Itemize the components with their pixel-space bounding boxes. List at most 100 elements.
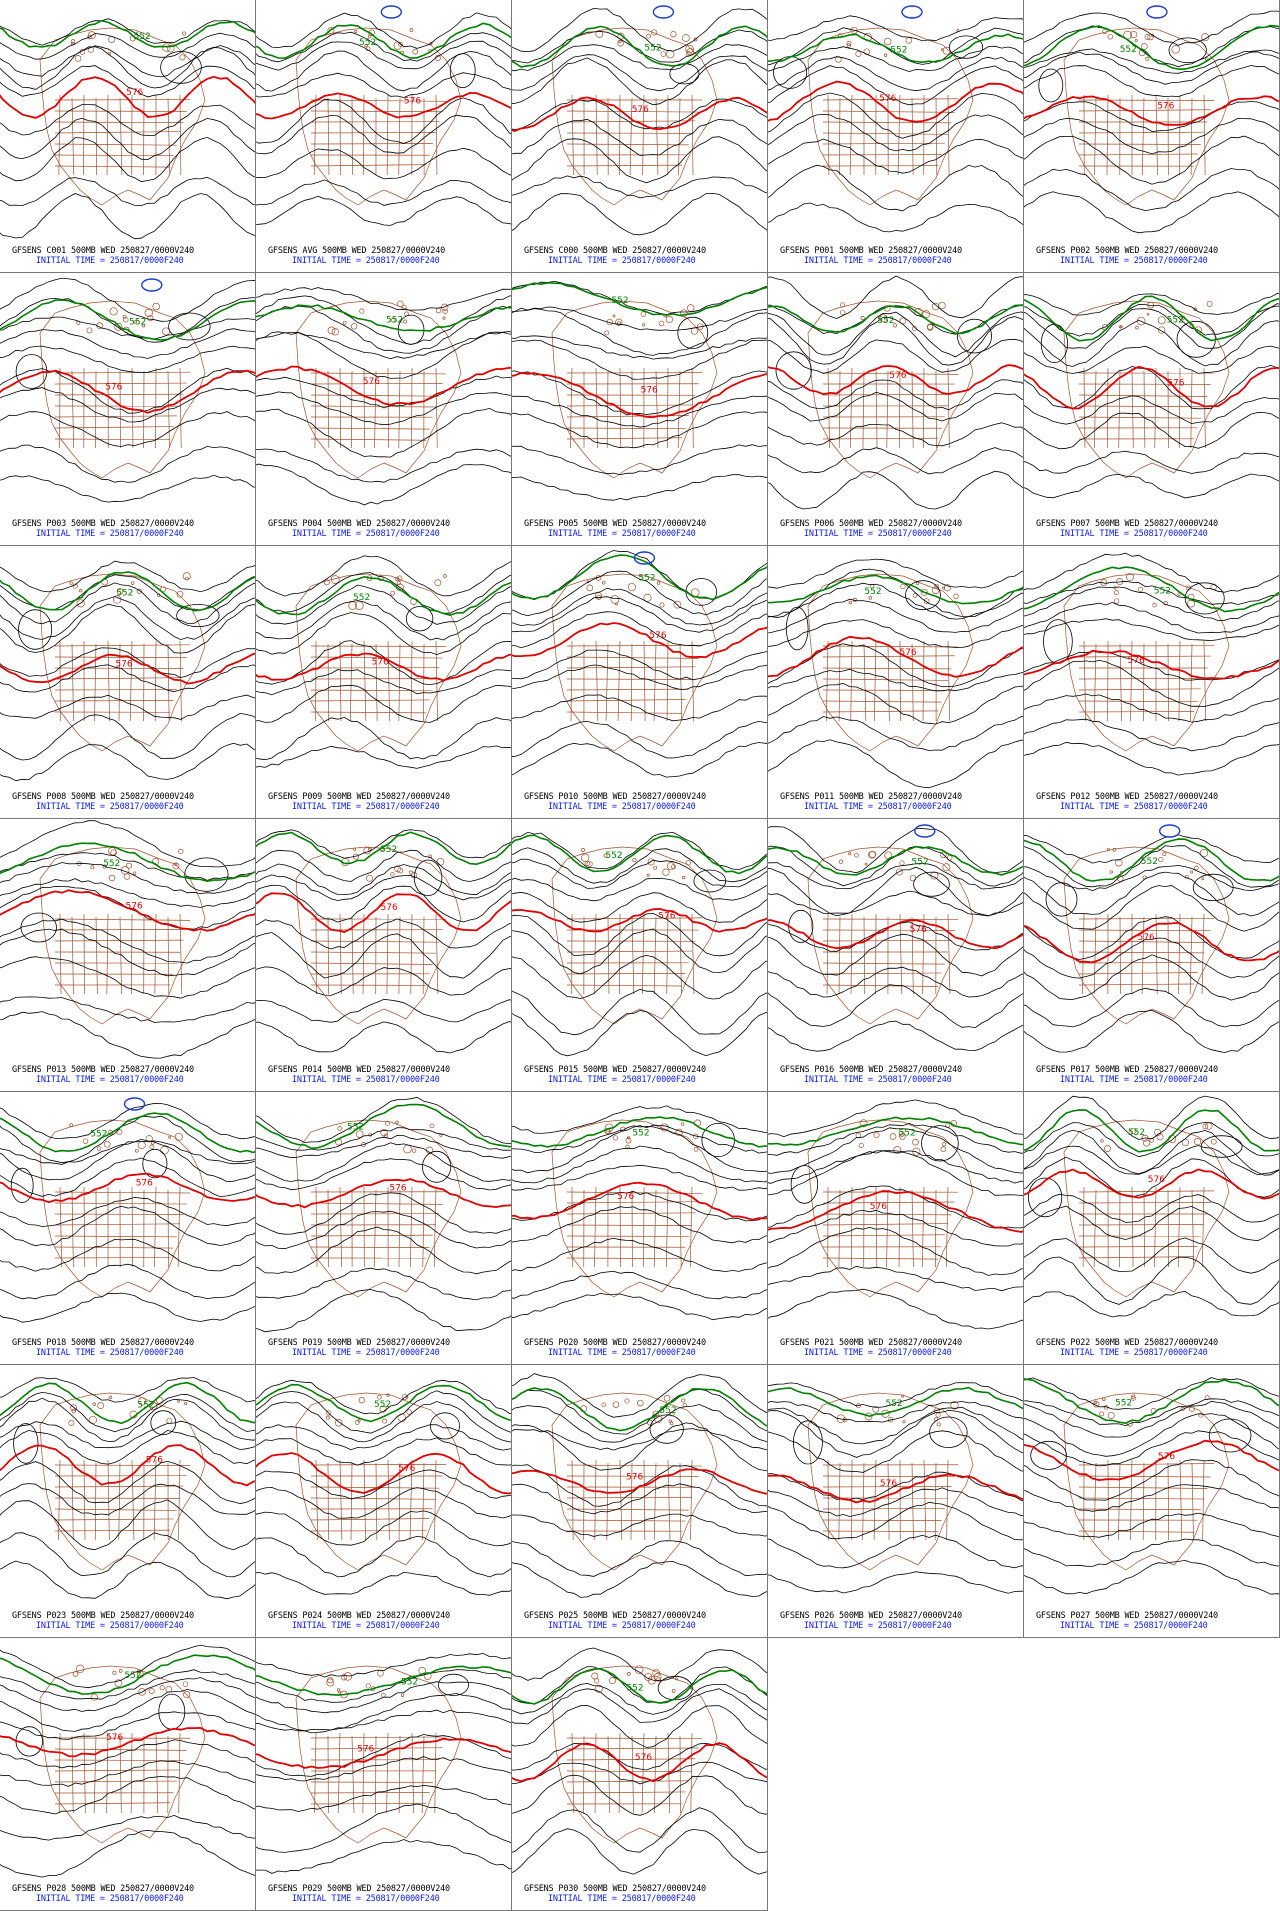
contour-552-line	[0, 1654, 255, 1695]
north-america-map	[1063, 1392, 1230, 1571]
contour-576-line	[1024, 95, 1279, 126]
height-contour-map: 552 576	[768, 824, 1023, 1052]
forecast-panel: 552 576 GFSENS P027 500MB WED 250827/0000V…	[1024, 1365, 1280, 1638]
initial-time-label: INITIAL TIME = 250817/0000F240	[292, 1894, 440, 1904]
height-contour-map: 552 576	[512, 550, 767, 778]
height-contour-map: 552 576	[1024, 1377, 1279, 1595]
low-center	[380, 5, 403, 19]
contour-576-label: 576	[632, 105, 649, 115]
contour-576-line	[256, 892, 511, 933]
contour-576-label: 576	[880, 1479, 897, 1489]
contour-576-line	[0, 369, 255, 414]
contour-552-label: 552	[864, 587, 881, 597]
north-america-map	[39, 27, 206, 206]
contour-576-label: 576	[910, 925, 927, 935]
contour-576-label: 576	[398, 1464, 415, 1474]
contour-552-line	[256, 22, 511, 60]
forecast-panel: 552 576 GFSENS P012 500MB WED 250827/0000V…	[1024, 546, 1280, 819]
contour-552-line	[512, 1387, 767, 1432]
contour-576-line	[1024, 365, 1279, 410]
panel-title: GFSENS P007 500MB WED 250827/0000V240	[1036, 519, 1218, 529]
initial-time-label: INITIAL TIME = 250817/0000F240	[548, 802, 696, 812]
forecast-panel: 552 576 GFSENS P003 500MB WED 250827/0000V…	[0, 273, 256, 546]
forecast-panel: 552 576 GFSENS P009 500MB WED 250827/0000V…	[256, 546, 512, 819]
initial-time-label: INITIAL TIME = 250817/0000F240	[804, 1348, 952, 1358]
contour-552-label: 552	[890, 46, 907, 56]
north-america-map	[39, 1664, 206, 1844]
height-contour-map: 552 576	[256, 829, 511, 1054]
contour-576-label: 576	[626, 1473, 643, 1483]
low-center	[901, 5, 923, 19]
initial-time-label: INITIAL TIME = 250817/0000F240	[548, 1894, 696, 1904]
initial-time-label: INITIAL TIME = 250817/0000F240	[548, 1621, 696, 1631]
north-america-map	[39, 300, 206, 479]
contour-552-line	[256, 575, 511, 617]
contour-552-line	[0, 19, 255, 48]
height-contour-map: 552 576	[1024, 824, 1279, 1054]
height-contours	[768, 826, 1023, 1052]
panel-title: GFSENS P012 500MB WED 250827/0000V240	[1036, 792, 1218, 802]
contour-576-label: 576	[1148, 1175, 1165, 1185]
initial-time-label: INITIAL TIME = 250817/0000F240	[292, 529, 440, 539]
contour-576-label: 576	[1157, 102, 1174, 112]
contour-552-line	[256, 1665, 511, 1696]
contour-552-label: 552	[626, 1683, 643, 1693]
forecast-panel: 552 576 GFSENS P026 500MB WED 250827/0000V…	[768, 1365, 1024, 1638]
initial-time-label: INITIAL TIME = 250817/0000F240	[292, 256, 440, 266]
panel-title: GFSENS P029 500MB WED 250827/0000V240	[268, 1884, 450, 1894]
panel-title: GFSENS P023 500MB WED 250827/0000V240	[12, 1611, 194, 1621]
contour-552-line	[1024, 295, 1279, 342]
north-america-map	[807, 300, 974, 479]
contour-552-label: 552	[899, 1128, 916, 1138]
north-america-map	[807, 573, 974, 752]
contour-576-line	[768, 1190, 1023, 1233]
height-contours	[1024, 552, 1279, 776]
height-contours	[256, 829, 511, 1054]
height-contour-map: 552 576	[512, 1647, 767, 1875]
contour-576-line	[256, 91, 511, 120]
forecast-panel: 552 576 GFSENS P025 500MB WED 250827/0000V…	[512, 1365, 768, 1638]
height-contour-map: 552 576	[768, 1382, 1023, 1594]
contour-552-label: 552	[605, 851, 622, 861]
north-america-map	[295, 1119, 462, 1298]
forecast-panel: 552 576 GFSENS P019 500MB WED 250827/0000V…	[256, 1092, 512, 1365]
height-contours	[256, 1652, 511, 1874]
panel-title: GFSENS P020 500MB WED 250827/0000V240	[524, 1338, 706, 1348]
contour-552-line	[256, 1103, 511, 1150]
forecast-panel: 552 576 GFSENS P021 500MB WED 250827/0000V…	[768, 1092, 1024, 1365]
forecast-panel: 552 576 GFSENS P013 500MB WED 250827/0000V…	[0, 819, 256, 1092]
contour-552-line	[256, 831, 511, 866]
contour-552-label: 552	[386, 315, 403, 325]
height-contour-map: 552 576	[0, 1097, 255, 1323]
contour-576-label: 576	[115, 660, 132, 670]
initial-time-label: INITIAL TIME = 250817/0000F240	[1060, 1621, 1208, 1631]
low-center	[633, 551, 656, 565]
height-contour-map: 552 576	[1024, 292, 1279, 499]
height-contour-map: 552 576	[768, 1099, 1023, 1330]
height-contour-map: 552 576	[512, 831, 767, 1057]
contour-576-label: 576	[363, 377, 380, 387]
height-contours	[768, 558, 1023, 789]
contour-552-label: 552	[911, 858, 928, 868]
forecast-panel: 552 576 GFSENS P023 500MB WED 250827/0000V…	[0, 1365, 256, 1638]
contour-576-line	[768, 919, 1023, 950]
contour-552-line	[512, 834, 767, 875]
contour-552-label: 552	[1141, 857, 1158, 867]
height-contours	[256, 12, 511, 226]
contour-576-label: 576	[136, 1179, 153, 1189]
north-america-map	[1063, 27, 1230, 206]
contour-576-label: 576	[357, 1745, 374, 1755]
contour-576-label: 576	[1158, 1452, 1175, 1462]
forecast-panel: 552 576 GFSENS P022 500MB WED 250827/0000V…	[1024, 1092, 1280, 1365]
contour-576-line	[0, 889, 255, 932]
low-center	[123, 1097, 146, 1111]
north-america-map	[295, 300, 462, 479]
height-contour-map: 552 576	[0, 820, 255, 1059]
forecast-panel: 552 576 GFSENS P005 500MB WED 250827/0000V…	[512, 273, 768, 546]
low-center	[914, 824, 936, 838]
contour-552-label: 552	[1167, 316, 1184, 326]
contour-552-label: 552	[103, 859, 120, 869]
contour-552-label: 552	[359, 38, 376, 48]
forecast-panel: 552 576 GFSENS P010 500MB WED 250827/0000V…	[512, 546, 768, 819]
